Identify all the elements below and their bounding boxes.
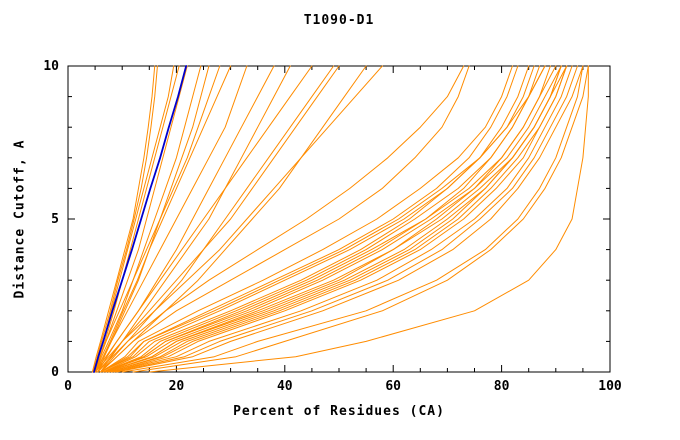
curve-prediction-39 xyxy=(100,65,470,373)
y-tick-label: 5 xyxy=(51,212,59,227)
curve-prediction-34 xyxy=(105,65,568,373)
curve-prediction-04 xyxy=(94,65,202,373)
curve-prediction-08 xyxy=(94,65,221,373)
x-tick-label: 40 xyxy=(277,379,293,394)
curve-prediction-27 xyxy=(102,65,557,373)
x-tick-label: 20 xyxy=(169,379,185,394)
x-tick-label: 60 xyxy=(385,379,401,394)
curve-prediction-07 xyxy=(92,65,158,373)
curve-prediction-13 xyxy=(94,65,313,373)
x-tick-label: 100 xyxy=(598,379,622,394)
curve-prediction-36 xyxy=(121,65,584,373)
curve-prediction-25 xyxy=(100,65,535,373)
x-axis-label: Percent of Residues (CA) xyxy=(233,404,445,419)
curve-prediction-35 xyxy=(116,65,584,373)
curve-prediction-12 xyxy=(100,65,291,373)
curve-prediction-21 xyxy=(100,65,513,373)
curve-prediction-40 xyxy=(97,65,465,373)
curve-prediction-11 xyxy=(97,65,275,373)
curve-prediction-23 xyxy=(102,65,546,373)
curve-prediction-32 xyxy=(102,65,562,373)
y-tick-label: 0 xyxy=(51,365,59,380)
chart-title: T1090-D1 xyxy=(303,13,375,28)
curve-prediction-31 xyxy=(108,65,568,373)
curve-prediction-19 xyxy=(102,65,530,373)
curve-prediction-33 xyxy=(113,65,578,373)
x-tick-label: 0 xyxy=(64,379,72,394)
curve-prediction-10 xyxy=(94,65,248,373)
curve-prediction-01 xyxy=(91,65,156,373)
curve-prediction-37 xyxy=(148,65,589,373)
curve-prediction-30 xyxy=(100,65,546,373)
curve-prediction-17 xyxy=(94,65,383,373)
y-tick-label: 10 xyxy=(43,59,59,74)
curve-highlighted-model xyxy=(93,65,188,373)
x-tick-label: 80 xyxy=(494,379,510,394)
curve-prediction-02 xyxy=(94,65,180,373)
curve-prediction-38 xyxy=(132,65,589,373)
curve-prediction-29 xyxy=(110,65,573,373)
curve-prediction-09 xyxy=(95,65,232,373)
